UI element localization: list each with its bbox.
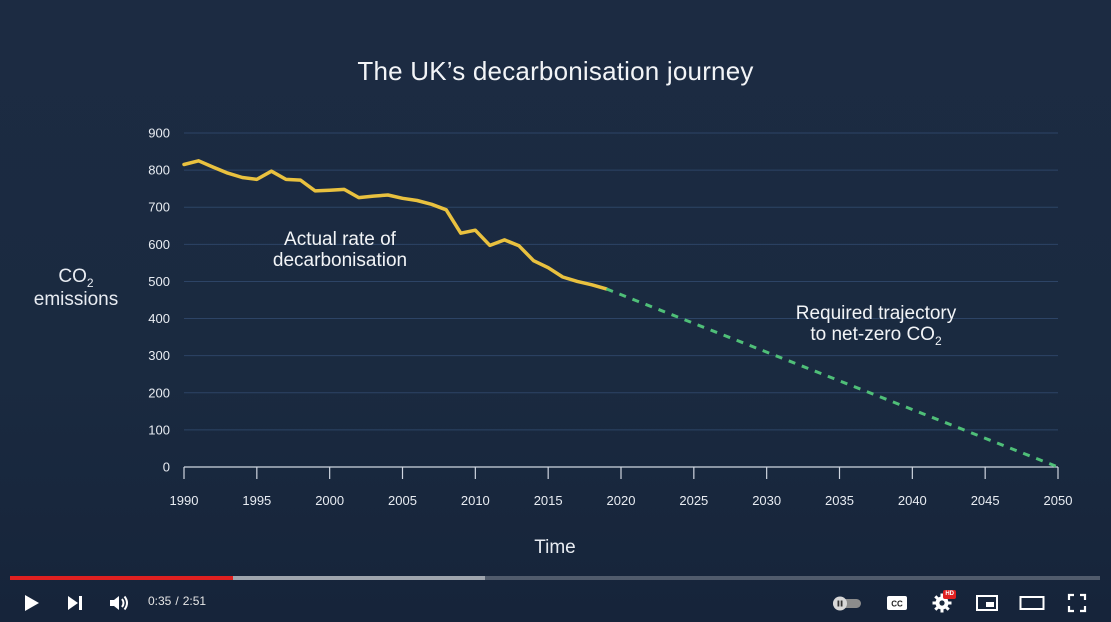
chart-plot: 0 100 200 300 400 500 600 700 800 900 1990 1995 2000…: [34, 126, 1073, 559]
theater-mode-button[interactable]: [1016, 588, 1048, 618]
annotation-actual-line1: Actual rate of: [284, 229, 397, 250]
x-tick-label-2010: 2010: [461, 493, 490, 508]
series-line-0: [182, 159, 609, 291]
time-separator: /: [175, 594, 179, 608]
time-display: 0:35 / 2:51: [148, 594, 206, 608]
x-tick-label-2050: 2050: [1044, 493, 1073, 508]
hd-badge: HD: [943, 590, 956, 599]
captions-label: CC: [891, 600, 903, 609]
settings-button[interactable]: HD: [928, 588, 956, 618]
x-tick-label-2025: 2025: [679, 493, 708, 508]
y-axis-label-line1: CO2: [58, 266, 94, 290]
y-axis-label-line2: emissions: [34, 289, 118, 310]
x-tick-label-2045: 2045: [971, 493, 1000, 508]
x-tick-label-1995: 1995: [242, 493, 271, 508]
volume-button[interactable]: [104, 588, 134, 618]
x-tick-label-2030: 2030: [752, 493, 781, 508]
play-icon: [25, 595, 39, 611]
x-tick-label-2005: 2005: [388, 493, 417, 508]
annotation-required-subscript: 2: [935, 334, 942, 348]
annotation-required-line1: Required trajectory: [796, 303, 957, 324]
chart-title: The UK’s decarbonisation journey: [357, 56, 754, 86]
captions-button[interactable]: CC: [882, 588, 912, 618]
y-tick-label-700: 700: [148, 200, 170, 215]
x-tick-label-2000: 2000: [315, 493, 344, 508]
progress-bar[interactable]: [10, 576, 1100, 580]
current-time: 0:35: [148, 594, 172, 608]
autoplay-icon: [833, 596, 861, 611]
y-tick-label-100: 100: [148, 422, 170, 437]
y-tick-label-0: 0: [163, 460, 170, 475]
autoplay-toggle[interactable]: [830, 588, 864, 618]
y-tick-label-400: 400: [148, 311, 170, 326]
y-axis-label-subscript: 2: [87, 276, 94, 290]
x-tick-label-2040: 2040: [898, 493, 927, 508]
progress-played: [10, 576, 234, 580]
y-tick-label-200: 200: [148, 385, 170, 400]
miniplayer-icon: [976, 595, 998, 611]
annotation-required-text: to net-zero CO: [810, 324, 935, 345]
gear-icon: [932, 593, 952, 613]
x-tick-label-2020: 2020: [607, 493, 636, 508]
fullscreen-button[interactable]: [1063, 588, 1091, 618]
annotation-actual-line2: decarbonisation: [273, 250, 407, 271]
next-button[interactable]: [60, 588, 90, 618]
y-tick-label-600: 600: [148, 237, 170, 252]
player-controls: 0:35 / 2:51 CC: [0, 584, 1111, 622]
next-icon: [68, 596, 82, 610]
duration: 2:51: [182, 594, 207, 608]
annotation-required-line2: to net-zero CO2: [810, 324, 942, 348]
progress-buffered: [10, 576, 486, 580]
play-button[interactable]: [16, 588, 46, 618]
fullscreen-icon: [1067, 593, 1087, 613]
theater-icon: [1019, 596, 1045, 610]
y-tick-label-900: 900: [148, 126, 170, 141]
captions-icon: CC: [887, 596, 907, 610]
y-tick-label-300: 300: [148, 348, 170, 363]
x-tick-label-1990: 1990: [170, 493, 199, 508]
miniplayer-button[interactable]: [972, 588, 1002, 618]
volume-icon: [110, 595, 128, 611]
y-tick-label-500: 500: [148, 274, 170, 289]
y-tick-label-800: 800: [148, 163, 170, 178]
x-tick-label-2035: 2035: [825, 493, 854, 508]
x-tick-label-2015: 2015: [534, 493, 563, 508]
y-axis-label-text: CO: [58, 266, 87, 287]
series-line-1: [605, 287, 1059, 469]
x-axis-label: Time: [534, 537, 576, 558]
